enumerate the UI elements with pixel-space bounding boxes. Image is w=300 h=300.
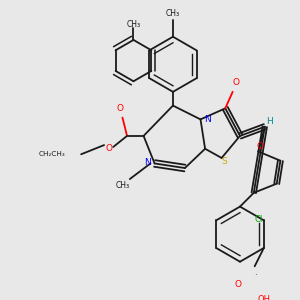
- Text: H: H: [266, 117, 273, 126]
- Text: N: N: [204, 115, 211, 124]
- Text: CH₂CH₃: CH₂CH₃: [39, 151, 65, 157]
- Text: O: O: [116, 104, 123, 113]
- Text: CH₃: CH₃: [116, 181, 130, 190]
- Text: O: O: [233, 78, 240, 87]
- Text: N: N: [144, 158, 151, 166]
- Text: CH₃: CH₃: [166, 9, 180, 18]
- Text: Cl: Cl: [254, 214, 262, 224]
- Text: CH₃: CH₃: [126, 20, 140, 29]
- Text: S: S: [221, 157, 227, 166]
- Text: O: O: [256, 142, 263, 151]
- Text: OH: OH: [257, 295, 270, 300]
- Text: O: O: [235, 280, 242, 289]
- Text: O: O: [106, 144, 112, 153]
